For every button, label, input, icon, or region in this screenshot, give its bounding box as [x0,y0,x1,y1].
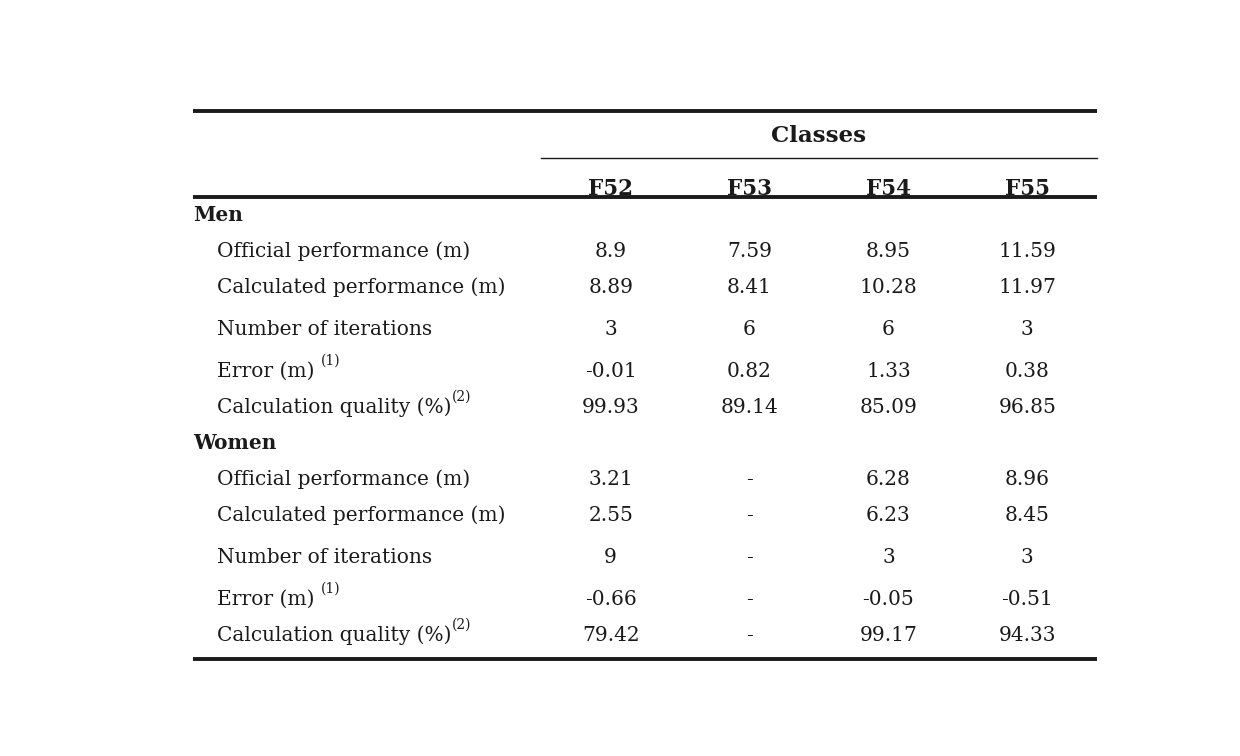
Text: -0.51: -0.51 [1002,590,1053,609]
Text: Official performance (m): Official performance (m) [217,242,471,262]
Text: Women: Women [193,433,277,454]
Text: -0.66: -0.66 [585,590,636,609]
Text: 6.28: 6.28 [866,470,911,489]
Text: 10.28: 10.28 [859,278,918,297]
Text: 99.17: 99.17 [859,626,918,645]
Text: 8.96: 8.96 [1004,470,1050,489]
Text: 96.85: 96.85 [998,398,1056,417]
Text: Men: Men [193,206,243,225]
Text: 11.59: 11.59 [998,242,1056,261]
Text: -: - [746,590,753,609]
Text: 8.95: 8.95 [866,242,911,261]
Text: (2): (2) [451,390,471,404]
Text: 7.59: 7.59 [727,242,773,261]
Text: 3.21: 3.21 [588,470,634,489]
Text: 6: 6 [743,320,756,339]
Text: F52: F52 [588,178,634,200]
Text: 79.42: 79.42 [582,626,640,645]
Text: Error (m): Error (m) [217,362,321,381]
Text: 8.9: 8.9 [595,242,626,261]
Text: 9: 9 [604,548,618,567]
Text: 3: 3 [1021,320,1034,339]
Text: 94.33: 94.33 [998,626,1056,645]
Text: -0.01: -0.01 [585,362,636,381]
Text: (1): (1) [321,582,341,596]
Text: Classes: Classes [771,125,867,147]
Text: 6.23: 6.23 [866,507,911,525]
Text: (2): (2) [451,618,471,632]
Text: -: - [746,507,753,525]
Text: F55: F55 [1004,178,1050,200]
Text: Number of iterations: Number of iterations [217,548,433,567]
Text: 89.14: 89.14 [720,398,779,417]
Text: 2.55: 2.55 [588,507,634,525]
Text: -: - [746,626,753,645]
Text: 8.89: 8.89 [588,278,634,297]
Text: Calculation quality (%): Calculation quality (%) [217,398,451,417]
Text: 0.38: 0.38 [1004,362,1050,381]
Text: Number of iterations: Number of iterations [217,320,433,339]
Text: 99.93: 99.93 [582,398,640,417]
Text: Official performance (m): Official performance (m) [217,469,471,489]
Text: Error (m): Error (m) [217,590,321,609]
Text: 8.41: 8.41 [727,278,773,297]
Text: -0.05: -0.05 [863,590,914,609]
Text: 0.82: 0.82 [727,362,773,381]
Text: Calculated performance (m): Calculated performance (m) [217,277,506,297]
Text: F54: F54 [866,178,911,200]
Text: 11.97: 11.97 [998,278,1056,297]
Text: 3: 3 [604,320,618,339]
Text: -: - [746,548,753,567]
Text: 85.09: 85.09 [859,398,918,417]
Text: Calculated performance (m): Calculated performance (m) [217,506,506,525]
Text: 3: 3 [1021,548,1034,567]
Text: 1.33: 1.33 [866,362,911,381]
Text: 6: 6 [882,320,895,339]
Text: (1): (1) [321,354,341,368]
Text: 3: 3 [882,548,895,567]
Text: F53: F53 [727,178,773,200]
Text: 8.45: 8.45 [1004,507,1050,525]
Text: Calculation quality (%): Calculation quality (%) [217,626,451,646]
Text: -: - [746,470,753,489]
